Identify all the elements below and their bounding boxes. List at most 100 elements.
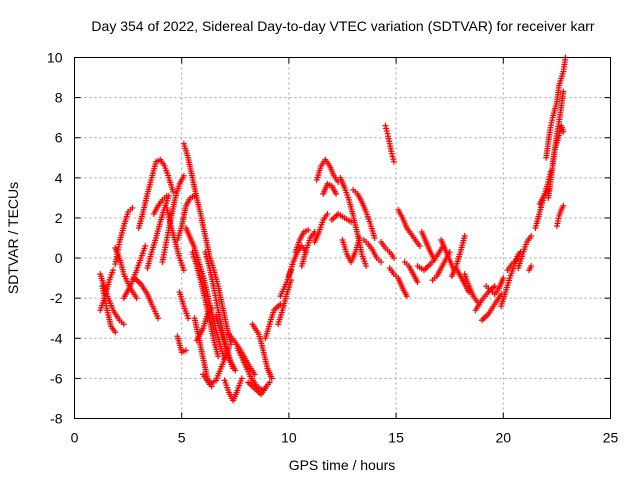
data-point-marker — [182, 347, 189, 354]
data-track — [378, 239, 397, 262]
data-point-marker — [356, 235, 363, 241]
data-point-marker — [560, 202, 567, 209]
data-point-marker — [389, 153, 396, 160]
y-tick-label: -8 — [50, 411, 63, 427]
data-point-marker — [324, 210, 331, 217]
data-track — [382, 122, 397, 165]
x-tick-label: 25 — [603, 430, 619, 446]
data-point-marker — [110, 267, 117, 274]
data-track — [395, 206, 423, 250]
data-point-marker — [305, 226, 312, 233]
data-track — [234, 345, 273, 394]
data-track — [313, 156, 342, 185]
y-tick-label: 4 — [55, 170, 63, 186]
data-track — [311, 210, 331, 246]
data-point-marker — [382, 122, 389, 129]
data-point-marker — [180, 172, 187, 179]
data-points — [97, 54, 569, 404]
data-track — [438, 237, 457, 274]
data-track — [549, 122, 567, 167]
data-track — [120, 243, 149, 302]
y-tick-label: 2 — [55, 210, 63, 226]
data-track — [193, 305, 215, 344]
data-point-marker — [414, 279, 421, 286]
data-point-marker — [163, 192, 170, 199]
data-track — [163, 204, 187, 274]
data-point-marker — [383, 125, 390, 132]
data-track — [275, 277, 295, 328]
data-point-marker — [208, 305, 215, 312]
data-point-marker — [266, 379, 273, 386]
axis-ticks: 0 5 10 15 20 25 -8 -6 -4 -2 0 2 4 6 8 10 — [47, 50, 619, 446]
data-point-marker — [230, 365, 237, 372]
data-track — [418, 228, 438, 264]
chart-title: Day 354 of 2022, Sidereal Day-to-day VTE… — [91, 18, 594, 34]
y-tick-label: -4 — [50, 330, 63, 346]
x-tick-label: 20 — [496, 430, 512, 446]
data-point-marker — [390, 255, 397, 262]
data-point-marker — [170, 188, 177, 195]
data-point-marker — [491, 283, 498, 290]
y-tick-label: 0 — [55, 250, 63, 266]
data-track — [360, 237, 385, 266]
x-tick-label: 0 — [71, 430, 79, 446]
y-tick-label: -6 — [50, 370, 63, 386]
data-point-marker — [277, 301, 284, 308]
plot-frame — [74, 57, 611, 419]
data-point-marker — [185, 315, 192, 322]
data-point-marker — [528, 232, 535, 239]
data-point-marker — [416, 243, 423, 250]
data-track — [337, 174, 370, 270]
data-track — [159, 172, 187, 266]
data-track — [174, 333, 189, 356]
data-track — [504, 249, 524, 274]
data-point-marker — [180, 267, 187, 274]
data-track — [498, 251, 522, 310]
data-point-marker — [268, 375, 275, 382]
data-track — [515, 232, 535, 272]
data-point-marker — [403, 293, 410, 300]
data-track — [112, 204, 136, 268]
data-track — [320, 180, 340, 197]
data-point-marker — [348, 218, 355, 225]
y-tick-label: 8 — [55, 90, 63, 106]
data-track — [135, 156, 177, 231]
data-point-marker — [142, 243, 149, 250]
data-point-marker — [133, 295, 140, 302]
data-track — [174, 192, 198, 244]
data-track — [131, 275, 162, 322]
data-point-marker — [390, 158, 397, 165]
data-track — [213, 313, 237, 372]
data-point-marker — [388, 150, 395, 157]
data-track — [144, 192, 172, 272]
data-track — [386, 265, 410, 300]
data-point-marker — [431, 257, 438, 264]
data-point-marker — [378, 259, 385, 266]
data-track — [262, 301, 284, 342]
data-point-marker — [383, 128, 390, 135]
data-track — [176, 289, 192, 322]
data-point-marker — [251, 371, 258, 378]
data-track — [328, 210, 355, 225]
data-track — [553, 202, 567, 229]
data-point-marker — [371, 235, 378, 241]
data-track — [298, 228, 318, 270]
data-point-marker — [155, 315, 162, 322]
data-track — [225, 331, 258, 378]
data-track — [350, 186, 378, 241]
x-tick-label: 10 — [281, 430, 297, 446]
data-track — [249, 321, 275, 382]
data-point-marker — [560, 88, 567, 95]
data-track — [339, 235, 363, 266]
y-tick-label: 6 — [55, 130, 63, 146]
data-track — [292, 226, 312, 256]
data-point-marker — [262, 385, 269, 392]
data-track — [180, 140, 235, 348]
data-point-marker — [461, 232, 468, 239]
data-point-marker — [390, 156, 397, 163]
data-track — [526, 263, 535, 274]
data-track — [401, 259, 421, 286]
data-point-marker — [500, 275, 507, 282]
data-point-marker — [228, 341, 235, 348]
